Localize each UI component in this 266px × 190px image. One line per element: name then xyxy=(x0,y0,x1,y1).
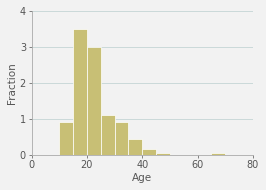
Bar xyxy=(142,149,156,155)
Bar xyxy=(101,115,115,155)
Bar xyxy=(115,122,128,155)
Bar xyxy=(128,139,142,155)
Y-axis label: Fraction: Fraction xyxy=(7,62,17,104)
Bar xyxy=(59,122,73,155)
Bar xyxy=(87,47,101,155)
Bar xyxy=(73,29,87,155)
Bar xyxy=(211,153,225,155)
X-axis label: Age: Age xyxy=(132,173,152,183)
Bar xyxy=(156,153,170,155)
